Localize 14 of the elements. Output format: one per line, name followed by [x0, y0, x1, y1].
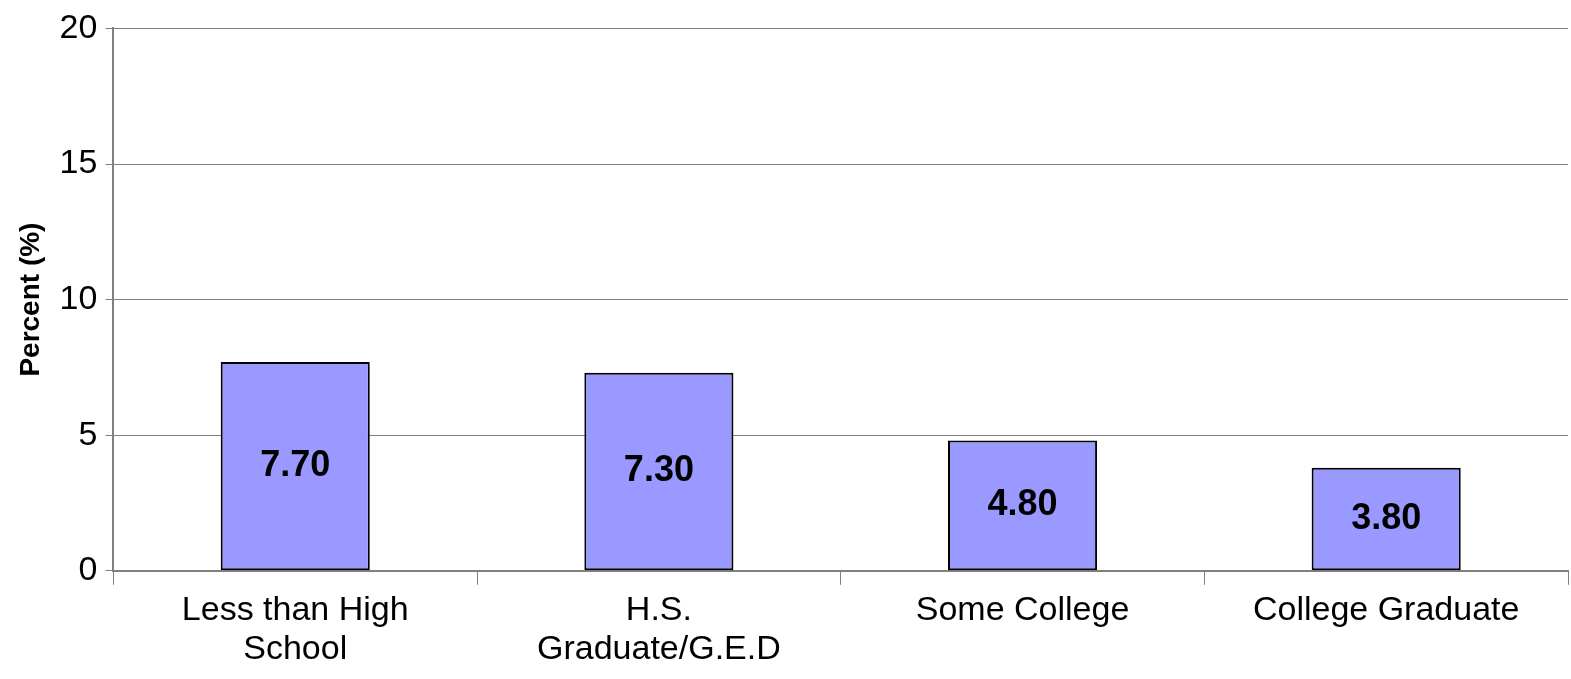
y-tick-label: 5 [78, 413, 98, 452]
y-tick-label: 20 [59, 6, 98, 45]
y-tick-label: 10 [59, 277, 98, 316]
y-tick-label: 0 [78, 549, 98, 588]
data-label: 4.80 [987, 482, 1058, 524]
x-tick-label: College Graduate [1252, 588, 1520, 627]
data-label: 7.70 [260, 443, 331, 485]
y-axis-title: Percent (%) [13, 222, 45, 377]
data-label: 7.30 [623, 448, 694, 490]
x-tick-label: Less than High School [181, 588, 409, 666]
x-tick-label: Some College [915, 588, 1130, 627]
data-label: 3.80 [1351, 495, 1422, 537]
y-tick-label: 15 [59, 142, 98, 181]
x-tick-label: H.S. Graduate/G.E.D [537, 588, 781, 666]
